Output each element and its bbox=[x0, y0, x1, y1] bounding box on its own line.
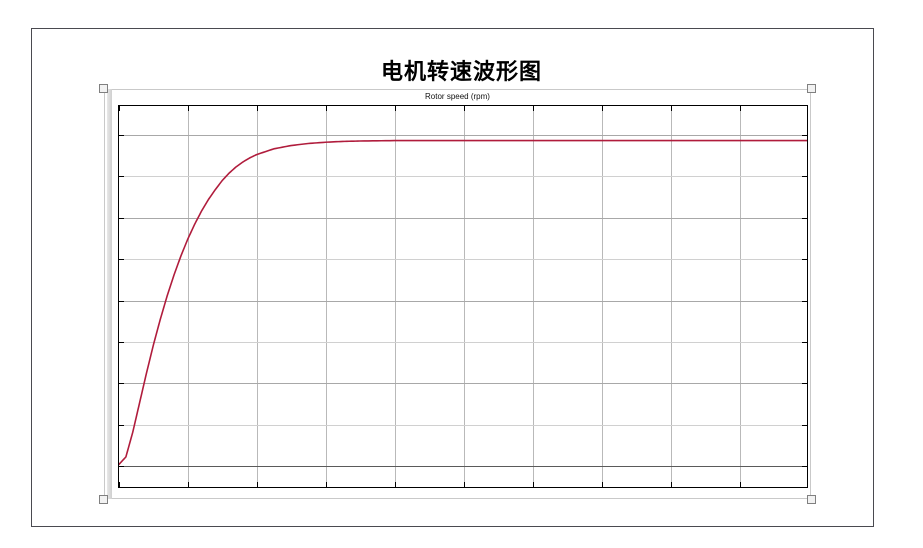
y-tick-mark bbox=[119, 424, 124, 426]
x-tick-mark bbox=[671, 482, 672, 487]
y-tick-mark-right bbox=[802, 383, 807, 385]
gridline-horizontal bbox=[119, 176, 807, 178]
scope-chart[interactable]: Rotor speed (rpm) 00.020.040.060.080.10.… bbox=[104, 89, 811, 499]
chart-title: Rotor speed (rpm) bbox=[425, 92, 490, 101]
y-tick-mark-right bbox=[802, 424, 807, 426]
y-tick-mark bbox=[119, 466, 124, 468]
gridline-vertical bbox=[257, 106, 258, 487]
gridline-horizontal bbox=[119, 383, 807, 385]
gridline-vertical bbox=[464, 106, 465, 487]
x-tick-mark-top bbox=[533, 106, 534, 111]
x-tick-mark bbox=[740, 482, 741, 487]
series-curve-rotor-speed bbox=[119, 139, 807, 466]
gridline-vertical bbox=[740, 106, 741, 487]
chart-object[interactable]: Rotor speed (rpm) 00.020.040.060.080.10.… bbox=[99, 84, 816, 504]
gridline-horizontal bbox=[119, 300, 807, 302]
plot-area[interactable]: 00.020.040.060.080.10.120.140.160.180.20… bbox=[118, 105, 808, 488]
resize-handle-top-left[interactable] bbox=[99, 84, 108, 93]
x-tick-mark-top bbox=[602, 106, 603, 111]
gridline-horizontal bbox=[119, 217, 807, 219]
y-tick-mark-right bbox=[802, 342, 807, 343]
gridline-vertical bbox=[602, 106, 603, 487]
x-tick-mark bbox=[326, 482, 327, 487]
y-tick-mark-right bbox=[802, 259, 807, 261]
x-tick-mark bbox=[602, 482, 603, 487]
x-tick-mark bbox=[395, 482, 396, 487]
selection-rail-right bbox=[810, 89, 811, 499]
y-tick-mark bbox=[119, 342, 124, 343]
resize-handle-bottom-left[interactable] bbox=[99, 495, 108, 504]
gridline-vertical bbox=[671, 106, 672, 487]
x-tick-mark bbox=[119, 482, 120, 487]
x-tick-mark-top bbox=[257, 106, 258, 111]
resize-handle-top-right[interactable] bbox=[807, 84, 816, 93]
x-tick-mark bbox=[464, 482, 465, 487]
y-tick-mark bbox=[119, 135, 124, 136]
y-tick-mark bbox=[119, 259, 124, 261]
x-tick-mark-top bbox=[671, 106, 672, 111]
x-tick-mark-top bbox=[119, 106, 120, 111]
x-tick-mark-top bbox=[188, 106, 189, 111]
gridline-horizontal bbox=[119, 342, 807, 343]
y-tick-mark-right bbox=[802, 176, 807, 178]
zero-axis-line bbox=[119, 466, 807, 468]
x-tick-mark bbox=[188, 482, 189, 487]
selection-rail-left bbox=[104, 89, 105, 499]
gridline-vertical bbox=[533, 106, 534, 487]
y-tick-mark bbox=[119, 383, 124, 385]
gridline-vertical bbox=[395, 106, 396, 487]
gridline-vertical bbox=[326, 106, 327, 487]
y-tick-mark bbox=[119, 176, 124, 178]
x-tick-mark-top bbox=[464, 106, 465, 111]
y-tick-mark-right bbox=[802, 217, 807, 219]
page-title: 电机转速波形图 bbox=[380, 60, 542, 85]
x-tick-mark bbox=[533, 482, 534, 487]
object-left-rail bbox=[107, 89, 112, 499]
gridline-horizontal bbox=[119, 424, 807, 426]
gridline-horizontal bbox=[119, 135, 807, 136]
y-tick-mark-right bbox=[802, 466, 807, 468]
x-tick-mark bbox=[257, 482, 258, 487]
x-tick-mark-top bbox=[740, 106, 741, 111]
gridline-horizontal bbox=[119, 259, 807, 261]
y-tick-mark-right bbox=[802, 300, 807, 302]
x-tick-mark-top bbox=[326, 106, 327, 111]
x-tick-mark-top bbox=[395, 106, 396, 111]
selection-rail-bottom bbox=[104, 498, 811, 499]
resize-handle-bottom-right[interactable] bbox=[807, 495, 816, 504]
selection-rail-top bbox=[104, 89, 811, 90]
y-tick-mark bbox=[119, 217, 124, 219]
y-tick-mark-right bbox=[802, 135, 807, 136]
y-tick-mark bbox=[119, 300, 124, 302]
gridline-vertical bbox=[188, 106, 189, 487]
